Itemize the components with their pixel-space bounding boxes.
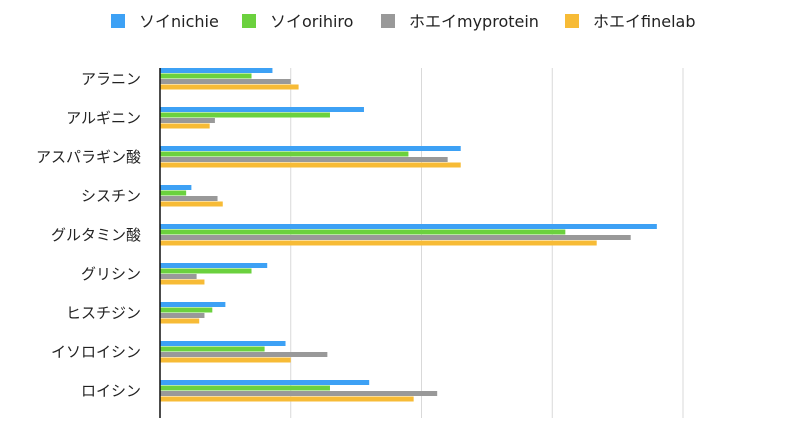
bar: [160, 341, 286, 346]
bar: [160, 391, 438, 396]
bar-group: [160, 224, 657, 246]
legend-label: ソイnichie: [139, 12, 219, 31]
category-label: グリシン: [81, 265, 141, 283]
bar: [160, 302, 226, 307]
category-label: シスチン: [81, 187, 141, 205]
bar: [160, 279, 205, 285]
bar: [160, 313, 205, 318]
bar: [160, 385, 330, 391]
bar: [160, 352, 328, 357]
bar: [160, 380, 370, 385]
bar: [160, 318, 200, 324]
bar: [160, 229, 566, 235]
bar: [160, 162, 461, 168]
bar: [160, 151, 409, 157]
legend-label: ソイorihiro: [270, 12, 353, 31]
bar: [160, 185, 192, 190]
bar-group: [160, 185, 223, 207]
legend: ソイnichie ソイorihiro ホエイmyprotein ホエイfinelab: [111, 12, 695, 31]
category-label: アルギニン: [66, 109, 141, 127]
category-labels: アラニンアルギニンアスパラギン酸シスチングルタミン酸グリシンヒスチジンイソロイシ…: [36, 70, 141, 400]
legend-swatch: [565, 14, 579, 28]
category-label: グルタミン酸: [51, 226, 141, 244]
bar-group: [160, 380, 438, 402]
bar: [160, 190, 187, 196]
bar: [160, 79, 291, 84]
bar: [160, 73, 252, 79]
bar: [160, 263, 268, 268]
bar: [160, 274, 197, 279]
bar: [160, 396, 414, 402]
bar: [160, 84, 299, 90]
bar-group: [160, 302, 226, 324]
bar: [160, 157, 448, 162]
category-label: アスパラギン酸: [36, 148, 141, 166]
bar: [160, 123, 210, 129]
bar: [160, 268, 252, 274]
legend-swatch: [381, 14, 395, 28]
bar: [160, 112, 330, 118]
bar-group: [160, 341, 328, 363]
bar: [160, 118, 215, 123]
category-label: イソロイシン: [51, 343, 141, 361]
bar: [160, 240, 597, 246]
bar: [160, 201, 223, 207]
bar: [160, 235, 631, 240]
legend-label: ホエイmyprotein: [409, 12, 539, 31]
bar: [160, 196, 218, 201]
legend-swatch: [242, 14, 256, 28]
category-label: アラニン: [81, 70, 141, 88]
bar-group: [160, 263, 268, 285]
bars: [160, 68, 657, 402]
bar: [160, 107, 364, 112]
bar-group: [160, 146, 461, 168]
bar-group: [160, 107, 364, 129]
bar: [160, 224, 657, 229]
bar: [160, 346, 265, 352]
category-label: ロイシン: [81, 382, 141, 400]
bar: [160, 68, 273, 73]
legend-swatch: [111, 14, 125, 28]
bar: [160, 146, 461, 151]
bar: [160, 357, 291, 363]
legend-label: ホエイfinelab: [593, 12, 695, 31]
bar: [160, 307, 213, 313]
category-label: ヒスチジン: [66, 304, 141, 322]
bar-group: [160, 68, 299, 90]
